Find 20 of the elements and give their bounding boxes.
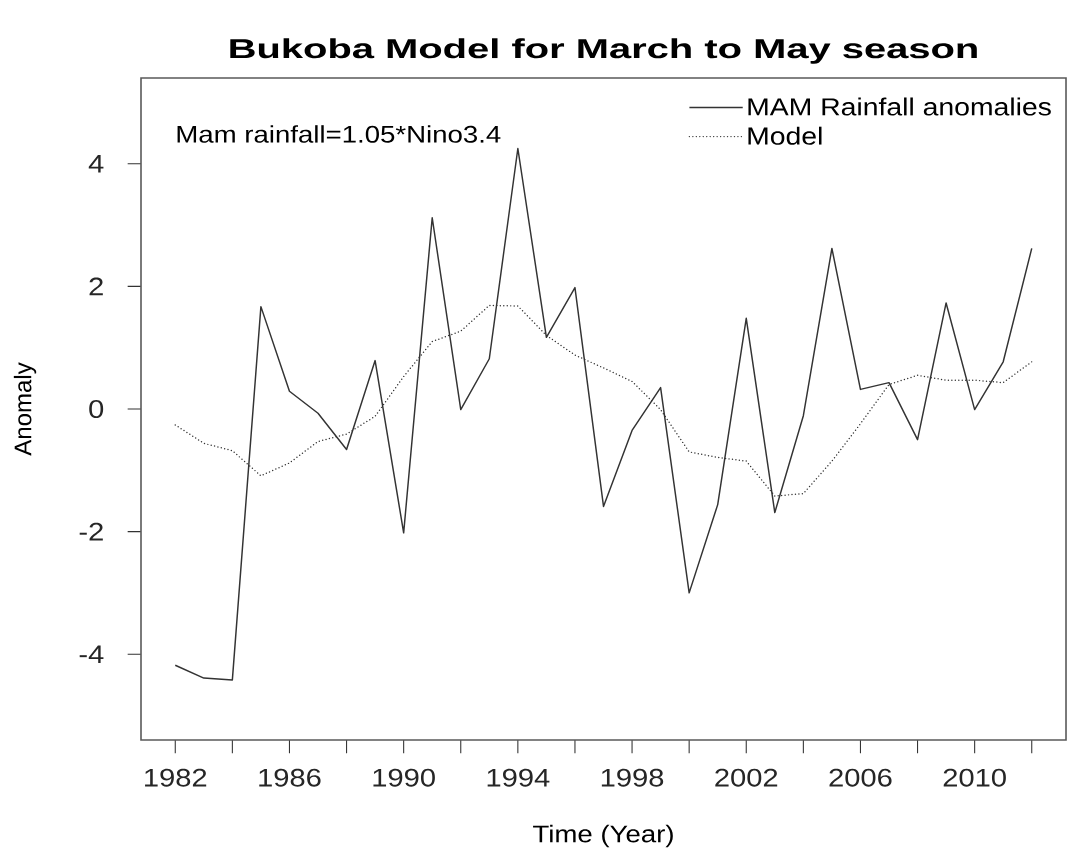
x-tick-label: 2002 [715, 768, 778, 787]
legend-label: Model [748, 126, 822, 145]
y-tick-label: 4 [88, 155, 104, 173]
x-tick-label: 1994 [487, 768, 550, 787]
x-tick-label: 1990 [373, 768, 435, 787]
x-tick-label: 1986 [259, 768, 321, 787]
x-axis-title: Time (Year) [533, 824, 673, 848]
x-tick-label: 1998 [601, 768, 664, 787]
y-tick-label: -4 [79, 645, 104, 663]
x-tick-label: 1982 [145, 768, 207, 787]
y-tick-label: 0 [89, 400, 104, 418]
annotation: Mam rainfall=1.05*Nino3.4 [177, 125, 501, 143]
x-tick-label: 2010 [943, 768, 1006, 787]
y-tick-label: -2 [79, 522, 103, 541]
x-tick-label: 2006 [829, 768, 892, 787]
line-series [174, 147, 1033, 681]
chart-title: Bukoba Model for March to May season [230, 38, 977, 64]
y-tick-label: 2 [89, 277, 103, 296]
legend-label: MAM Rainfall anomalies [748, 97, 1051, 116]
y-axis-title: Anomaly [13, 362, 37, 456]
